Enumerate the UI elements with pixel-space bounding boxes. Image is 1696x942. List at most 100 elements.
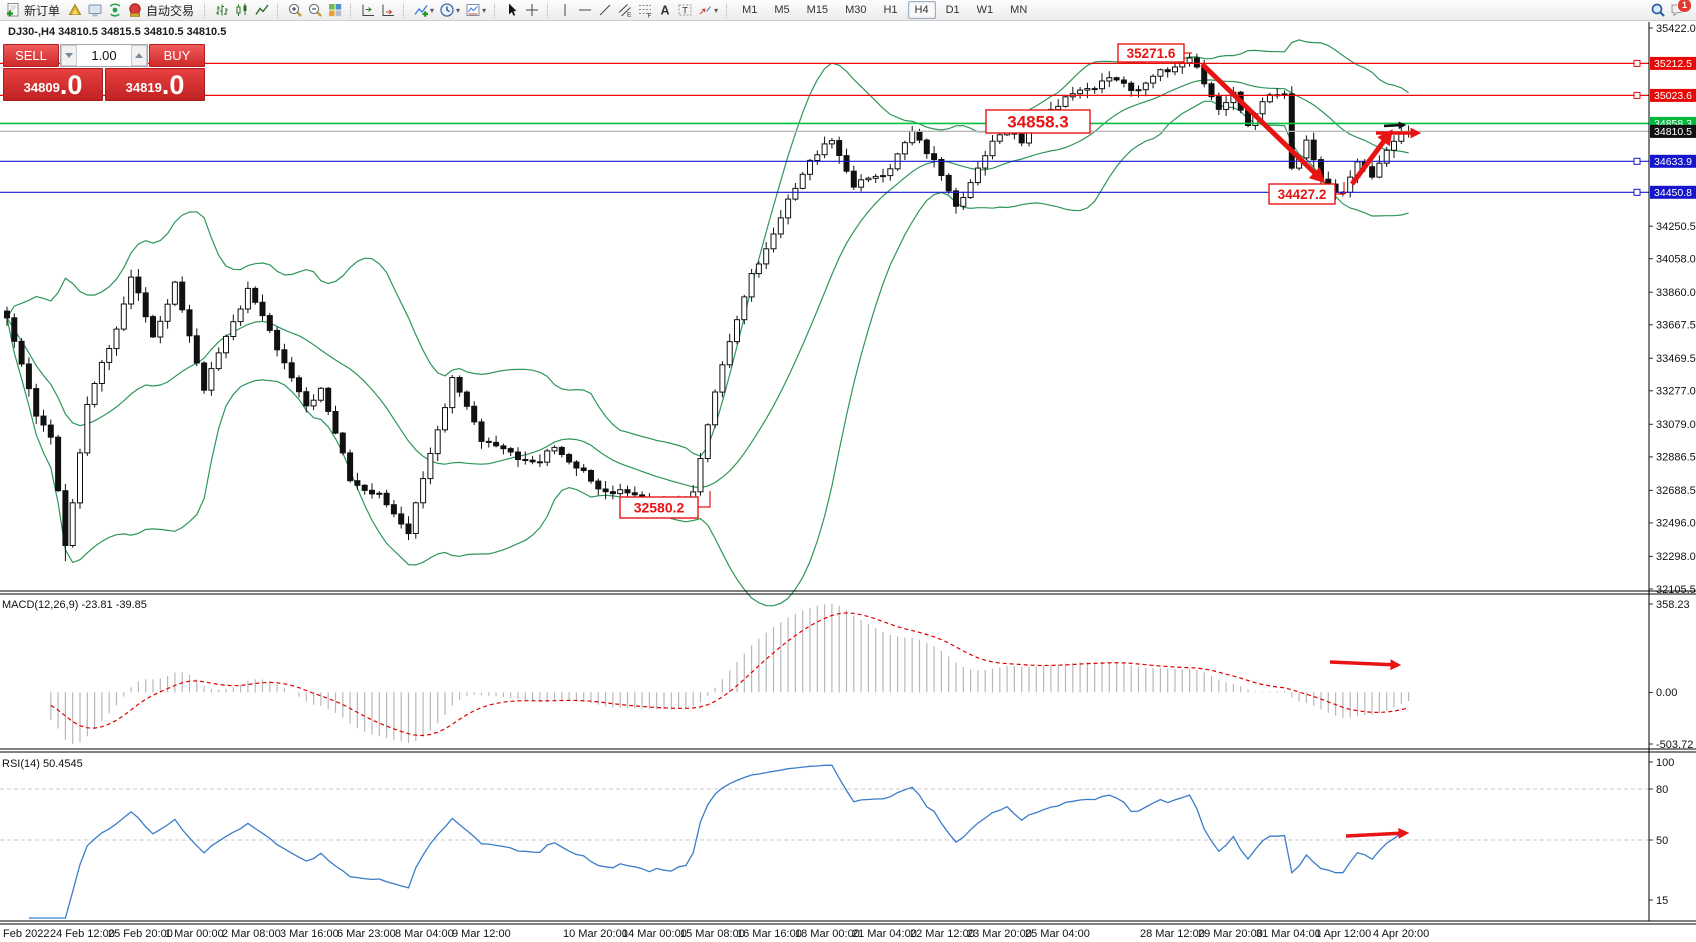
svg-text:22 Mar 12:00: 22 Mar 12:00	[910, 928, 975, 940]
autotrade-icon[interactable]	[126, 2, 143, 19]
indicators-icon[interactable]	[412, 2, 429, 19]
auto-scroll-icon[interactable]	[379, 2, 396, 19]
timeframe-button-m30[interactable]: M30	[845, 4, 867, 16]
timeframe-button-mn[interactable]: MN	[1010, 4, 1028, 16]
buy-button[interactable]: BUY	[149, 44, 205, 67]
svg-text:-503.72: -503.72	[1656, 739, 1693, 751]
rsi-header: RSI(14) 50.4545	[2, 758, 83, 770]
fibo-icon[interactable]: F	[636, 2, 653, 19]
search-icon[interactable]	[1649, 2, 1666, 19]
caret-down-icon	[65, 53, 73, 58]
svg-text:A: A	[660, 4, 669, 18]
svg-text:1 Apr 12:00: 1 Apr 12:00	[1315, 928, 1371, 940]
text-icon[interactable]: A	[656, 2, 673, 19]
svg-text:33667.5: 33667.5	[1656, 320, 1696, 332]
svg-text:F: F	[647, 13, 651, 19]
toolbar: 新订单 自动交易 ▾ ▾ ▾ E F A T ▾ M1 M5 M15 M30 H1 H4 D1 W1 MN 1	[0, 0, 1696, 21]
volume-stepper[interactable]: 1.00	[60, 44, 148, 67]
timeframe-button-h1[interactable]: H1	[883, 4, 898, 16]
new-order-label[interactable]: 新订单	[24, 3, 61, 18]
new-order-icon[interactable]	[4, 2, 21, 19]
svg-text:32105.5: 32105.5	[1656, 584, 1696, 596]
timeframe-button-m1[interactable]: M1	[742, 4, 758, 16]
svg-text:32886.5: 32886.5	[1656, 452, 1696, 464]
signal-icon[interactable]	[106, 2, 123, 19]
bollinger-bands	[6, 39, 1409, 607]
market-watch-icon[interactable]	[66, 2, 83, 19]
hline-icon[interactable]	[576, 2, 593, 19]
svg-text:33469.5: 33469.5	[1656, 353, 1696, 365]
shapes-icon[interactable]	[696, 2, 713, 19]
toolbar-separator	[547, 2, 549, 18]
timeframe-button-h4[interactable]: H4	[907, 1, 936, 19]
price-badges: 35212.535023.634858.334810.534633.934450…	[1650, 56, 1696, 199]
svg-text:34427.2: 34427.2	[1278, 187, 1327, 202]
svg-text:35212.5: 35212.5	[1654, 58, 1692, 70]
macd-header: MACD(12,26,9) -23.81 -39.85	[2, 599, 147, 611]
svg-text:358.23: 358.23	[1656, 599, 1690, 611]
svg-text:3 Mar 16:00: 3 Mar 16:00	[280, 928, 339, 940]
volume-decrease-button[interactable]	[61, 45, 77, 66]
chart-shift-icon[interactable]	[359, 2, 376, 19]
rsi-pane: RSI(14) 50.4545 100 80 50 15	[0, 757, 1674, 919]
svg-text:E: E	[627, 12, 632, 19]
rsi-line	[28, 764, 1409, 919]
sell-price[interactable]: 34809.0	[3, 68, 103, 101]
timeframe-button-w1[interactable]: W1	[976, 4, 994, 16]
autotrade-label[interactable]: 自动交易	[146, 3, 195, 18]
svg-text:0.00: 0.00	[1656, 687, 1677, 699]
line-chart-icon[interactable]	[253, 2, 270, 19]
svg-text:35023.6: 35023.6	[1654, 90, 1692, 102]
symbol-ohlc-title: DJ30-,H4 34810.5 34815.5 34810.5 34810.5	[8, 26, 227, 38]
template-icon[interactable]	[464, 2, 481, 19]
svg-text:32496.0: 32496.0	[1656, 518, 1696, 530]
terminal-icon[interactable]	[86, 2, 103, 19]
svg-text:33277.0: 33277.0	[1656, 386, 1696, 398]
svg-text:21 Mar 04:00: 21 Mar 04:00	[852, 928, 917, 940]
tile-windows-icon[interactable]	[326, 2, 343, 19]
bars-chart-icon[interactable]	[213, 2, 230, 19]
svg-text:34450.8: 34450.8	[1654, 187, 1692, 199]
svg-text:24 Feb 12:00: 24 Feb 12:00	[50, 928, 115, 940]
svg-text:32580.2: 32580.2	[634, 500, 685, 516]
macd-histogram	[50, 604, 1410, 744]
vline-icon[interactable]	[556, 2, 573, 19]
svg-text:6 Mar 23:00: 6 Mar 23:00	[337, 928, 396, 940]
timeframe-button-d1[interactable]: D1	[945, 4, 960, 16]
svg-text:35271.6: 35271.6	[1127, 46, 1176, 61]
dropdown-caret-icon[interactable]: ▾	[482, 5, 487, 15]
bb-lower-band	[6, 100, 1409, 607]
crosshair-icon[interactable]	[523, 2, 540, 19]
zoom-out-icon[interactable]	[306, 2, 323, 19]
chat-icon[interactable]: 1	[1669, 0, 1692, 19]
label-icon[interactable]: T	[676, 2, 693, 19]
trendline-icon[interactable]	[596, 2, 613, 19]
dropdown-caret-icon[interactable]: ▾	[430, 5, 435, 15]
svg-text:16 Mar 16:00: 16 Mar 16:00	[737, 928, 802, 940]
toolbar-separator	[403, 2, 405, 18]
svg-text:1 Mar 00:00: 1 Mar 00:00	[165, 928, 224, 940]
svg-text:Feb 2022: Feb 2022	[3, 928, 49, 940]
svg-text:25 Feb 20:00: 25 Feb 20:00	[108, 928, 173, 940]
dropdown-caret-icon[interactable]: ▾	[714, 5, 719, 15]
zoom-in-icon[interactable]	[286, 2, 303, 19]
volume-value[interactable]: 1.00	[91, 48, 117, 63]
toolbar-separator	[277, 2, 279, 18]
candles-chart-icon[interactable]	[233, 2, 250, 19]
channel-icon[interactable]: E	[616, 2, 633, 19]
timeframe-button-m5[interactable]: M5	[774, 4, 790, 16]
cursor-icon[interactable]	[503, 2, 520, 19]
candles-layer	[4, 53, 1412, 562]
bb-upper-band	[6, 39, 1409, 457]
buy-price[interactable]: 34819.0	[105, 68, 205, 101]
svg-text:34633.9: 34633.9	[1654, 156, 1692, 168]
dropdown-caret-icon[interactable]: ▾	[456, 5, 461, 15]
volume-increase-button[interactable]	[131, 45, 147, 66]
svg-text:34058.0: 34058.0	[1656, 254, 1696, 266]
sell-button[interactable]: SELL	[3, 44, 59, 67]
timeframe-button-m15[interactable]: M15	[806, 4, 829, 16]
svg-text:15: 15	[1656, 895, 1668, 907]
periods-icon[interactable]	[438, 2, 455, 19]
